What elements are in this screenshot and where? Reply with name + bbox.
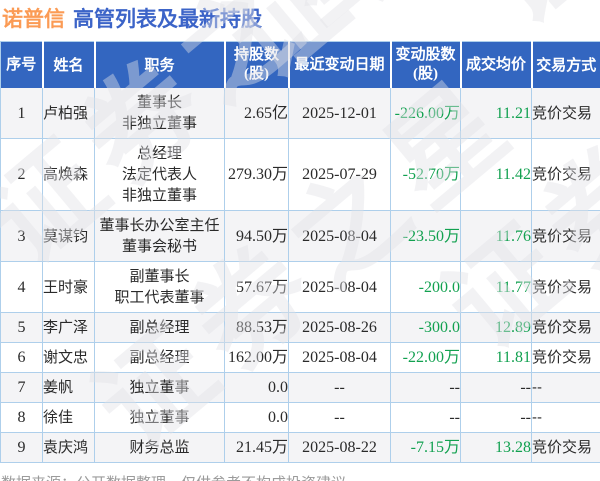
cell-date: 2025-08-22 xyxy=(288,432,391,463)
cell-position: 财务总监 xyxy=(94,432,225,463)
cell-change: -23.50万 xyxy=(390,210,461,262)
cell-index: 7 xyxy=(0,372,43,403)
cell-change: -200.0 xyxy=(390,261,461,313)
cell-method: -- xyxy=(531,402,600,433)
header-position: 职务 xyxy=(94,41,226,88)
header-price: 成交均价 xyxy=(460,41,533,88)
cell-shares: 88.53万 xyxy=(224,312,289,343)
cell-name: 卢柏强 xyxy=(42,88,95,139)
cell-price: 11.42 xyxy=(460,138,532,211)
cell-price: 11.76 xyxy=(460,210,532,262)
cell-method: -- xyxy=(531,372,600,403)
table-row: 7 姜帆 独立董事 0.0 -- -- -- -- xyxy=(0,372,600,403)
cell-method: 竞价交易 xyxy=(531,261,600,313)
header-name: 姓名 xyxy=(42,41,96,88)
cell-change: -300.0 xyxy=(390,312,461,343)
table-row: 6 谢文忠 副总经理 162.00万 2025-08-04 -22.00万 11.81 竞价交… xyxy=(0,342,600,373)
cell-position: 独立董事 xyxy=(94,402,225,433)
table-row: 8 徐佳 独立董事 0.0 -- -- -- -- xyxy=(0,402,600,433)
table-header-row: 序号 姓名 职务 持股数 (股) 最近变动日期 变动股数 (股) 成交均价 交易方式 xyxy=(0,41,600,88)
cell-shares: 0.0 xyxy=(224,372,289,403)
cell-change: -- xyxy=(390,402,461,433)
table-row: 1 卢柏强 董事长 非独立董事 2.65亿 2025-12-01 -226.00万 11.2… xyxy=(0,88,600,139)
cell-price: -- xyxy=(460,372,532,403)
cell-method: 竞价交易 xyxy=(531,210,600,262)
cell-change: -7.15万 xyxy=(390,432,461,463)
cell-position: 副总经理 xyxy=(94,342,225,373)
cell-change: -- xyxy=(390,372,461,403)
cell-position: 董事长办公室主任 董事会秘书 xyxy=(94,210,225,262)
cell-index: 4 xyxy=(0,261,43,313)
title-text: 高管列表及最新持股 xyxy=(73,8,262,31)
cell-index: 1 xyxy=(0,88,43,139)
cell-price: 11.77 xyxy=(460,261,532,313)
cell-shares: 162.00万 xyxy=(224,342,289,373)
source-note: 数据来源：公开数据整理，仅供参考不构成投资建议 xyxy=(1,472,600,481)
cell-change: -226.00万 xyxy=(390,88,461,139)
cell-date: -- xyxy=(288,372,391,403)
table-row: 2 高焕森 总经理 法定代表人 非独立董事 279.30万 2025-07-29 -52.… xyxy=(0,138,600,211)
cell-index: 6 xyxy=(0,342,43,373)
cell-name: 李广泽 xyxy=(42,312,95,343)
cell-name: 徐佳 xyxy=(42,402,95,433)
cell-method: 竞价交易 xyxy=(531,138,600,211)
cell-price: 13.28 xyxy=(460,432,532,463)
header-shares: 持股数 (股) xyxy=(224,41,290,88)
cell-name: 谢文忠 xyxy=(42,342,95,373)
page-title: 诺普信 高管列表及最新持股 xyxy=(0,0,600,33)
cell-date: 2025-08-04 xyxy=(288,210,391,262)
cell-change: -22.00万 xyxy=(390,342,461,373)
header-method: 交易方式 xyxy=(531,41,600,88)
cell-index: 3 xyxy=(0,210,43,262)
cell-shares: 279.30万 xyxy=(224,138,289,211)
cell-method: 竞价交易 xyxy=(531,88,600,139)
cell-price: 12.89 xyxy=(460,312,532,343)
cell-index: 9 xyxy=(0,432,43,463)
cell-position: 副总经理 xyxy=(94,312,225,343)
cell-price: -- xyxy=(460,402,532,433)
table-row: 3 莫谋钧 董事长办公室主任 董事会秘书 94.50万 2025-08-04 -23.50… xyxy=(0,210,600,262)
cell-name: 袁庆鸿 xyxy=(42,432,95,463)
cell-method: 竞价交易 xyxy=(531,342,600,373)
table-row: 9 袁庆鸿 财务总监 21.45万 2025-08-22 -7.15万 13.28 竞价交易 xyxy=(0,432,600,463)
cell-shares: 2.65亿 xyxy=(224,88,289,139)
cell-shares: 57.67万 xyxy=(224,261,289,313)
cell-name: 莫谋钧 xyxy=(42,210,95,262)
cell-method: 竞价交易 xyxy=(531,312,600,343)
cell-name: 姜帆 xyxy=(42,372,95,403)
cell-date: -- xyxy=(288,402,391,433)
cell-index: 2 xyxy=(0,138,43,211)
cell-shares: 0.0 xyxy=(224,402,289,433)
cell-change: -52.70万 xyxy=(390,138,461,211)
cell-date: 2025-08-26 xyxy=(288,312,391,343)
cell-index: 5 xyxy=(0,312,43,343)
cell-date: 2025-08-04 xyxy=(288,261,391,313)
cell-position: 总经理 法定代表人 非独立董事 xyxy=(94,138,225,211)
cell-position: 副董事长 职工代表董事 xyxy=(94,261,225,313)
cell-price: 11.81 xyxy=(460,342,532,373)
table-row: 4 王时豪 副董事长 职工代表董事 57.67万 2025-08-04 -200.0 11.… xyxy=(0,261,600,313)
stock-name: 诺普信 xyxy=(2,8,65,31)
cell-date: 2025-08-04 xyxy=(288,342,391,373)
cell-index: 8 xyxy=(0,402,43,433)
cell-price: 11.21 xyxy=(460,88,532,139)
cell-position: 董事长 非独立董事 xyxy=(94,88,225,139)
cell-date: 2025-07-29 xyxy=(288,138,391,211)
executive-holdings-table: 序号 姓名 职务 持股数 (股) 最近变动日期 变动股数 (股) 成交均价 交易方式 1 卢柏强… xyxy=(0,41,600,463)
cell-shares: 21.45万 xyxy=(224,432,289,463)
cell-method: 竞价交易 xyxy=(531,432,600,463)
header-date: 最近变动日期 xyxy=(288,41,392,88)
cell-name: 高焕森 xyxy=(42,138,95,211)
cell-name: 王时豪 xyxy=(42,261,95,313)
table-row: 5 李广泽 副总经理 88.53万 2025-08-26 -300.0 12.89 竞价交易 xyxy=(0,312,600,343)
cell-shares: 94.50万 xyxy=(224,210,289,262)
header-change: 变动股数 (股) xyxy=(390,41,462,88)
cell-date: 2025-12-01 xyxy=(288,88,391,139)
header-index: 序号 xyxy=(0,41,44,88)
cell-position: 独立董事 xyxy=(94,372,225,403)
